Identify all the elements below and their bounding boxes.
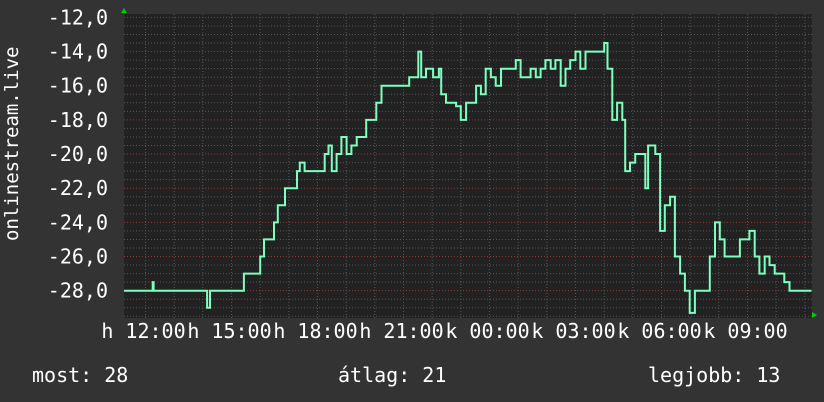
y-tick-label: -16,0 (48, 74, 108, 98)
y-tick-label: -26,0 (48, 245, 108, 269)
y-tick-label: -18,0 (48, 108, 108, 132)
legend-best: legjobb: 13 (648, 363, 781, 387)
y-tick-label: -20,0 (48, 142, 108, 166)
x-tick-label: h 12:00 (101, 319, 185, 343)
legend-average: átlag: 21 (338, 363, 447, 387)
legend-current: most: 28 (32, 363, 129, 387)
y-tick-label: -12,0 (48, 5, 108, 29)
x-tick-label: k 06:00 (617, 319, 701, 343)
y-tick-label: -28,0 (48, 279, 108, 303)
series-line (124, 42, 812, 314)
y-tick-label: -14,0 (48, 40, 108, 64)
plot-area (124, 14, 812, 318)
x-tick-label: k 00:00 (445, 319, 529, 343)
x-axis: h 12:00 h 15:00 h 18:00 h 21:00 k 00:00 k 03:… (101, 319, 787, 343)
x-tick-label: k 09:00 (703, 319, 787, 343)
y-axis-arrow-icon (121, 8, 127, 13)
y-axis: -12,0 -14,0 -16,0 -18,0 -20,0 -22,0 -24,0 -26,0… (48, 5, 108, 302)
x-tick-label: h 18:00 (273, 319, 357, 343)
y-axis-label: onlinestream.live (1, 46, 23, 241)
x-tick-label: k 03:00 (531, 319, 615, 343)
x-tick-label: h 21:00 (359, 319, 443, 343)
y-tick-label: -22,0 (48, 176, 108, 200)
x-axis-arrow-icon (812, 312, 817, 318)
x-tick-label: h 15:00 (187, 319, 271, 343)
y-tick-label: -24,0 (48, 210, 108, 234)
